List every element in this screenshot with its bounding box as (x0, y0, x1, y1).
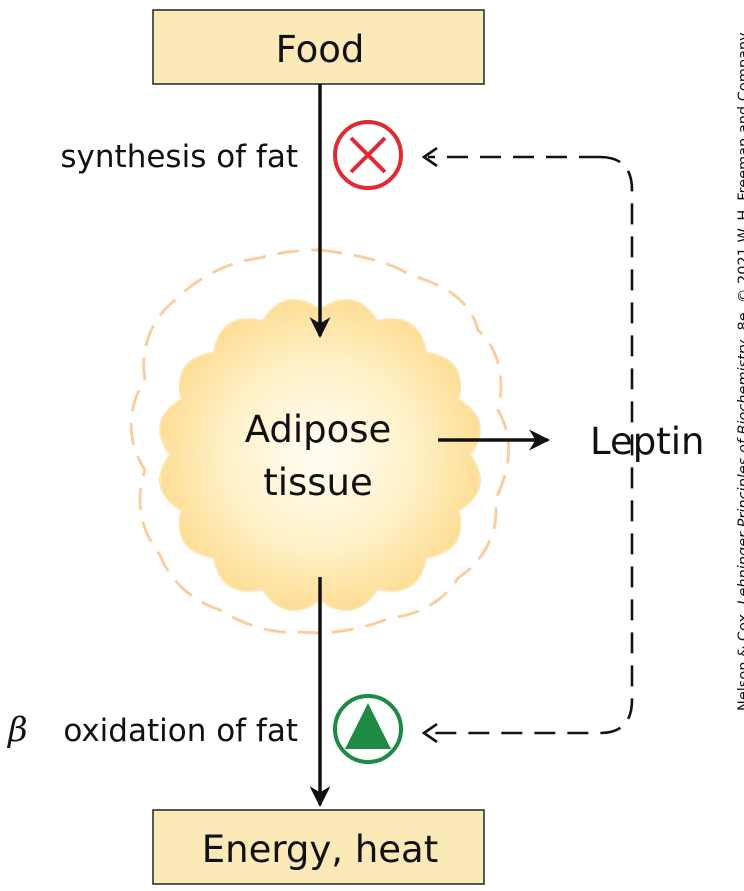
leptin-feedback-path (428, 155, 634, 735)
adipose-label-line2: tissue (263, 461, 373, 504)
tissue-halo (129, 248, 511, 635)
adipose-label-line1: Adipose (245, 408, 392, 451)
circle-triangle-icon (333, 694, 403, 764)
feedback-arrowhead-top (421, 146, 438, 168)
credit-book: Lehninger Principles of Biochemistry (736, 339, 744, 605)
beta-symbol: β (6, 710, 28, 750)
leptin-label: Leptin (590, 420, 704, 463)
adipose-tissue-blob (159, 298, 481, 612)
synthesis-label: synthesis of fat (60, 139, 298, 175)
circle-x-icon (333, 120, 403, 190)
credit-authors: Nelson & Cox, (736, 609, 744, 711)
copyright-credit: Nelson & Cox, Lehninger Principles of Bi… (733, 0, 744, 891)
energy-box (152, 809, 485, 885)
credit-edition: , 8e, © 2021 W. H. Freeman and Company (736, 32, 744, 339)
oxidation-label: oxidation of fat (63, 713, 298, 749)
energy-label: Energy, heat (202, 828, 438, 871)
food-label: Food (276, 28, 365, 71)
feedback-arrowhead-bottom (421, 722, 438, 744)
